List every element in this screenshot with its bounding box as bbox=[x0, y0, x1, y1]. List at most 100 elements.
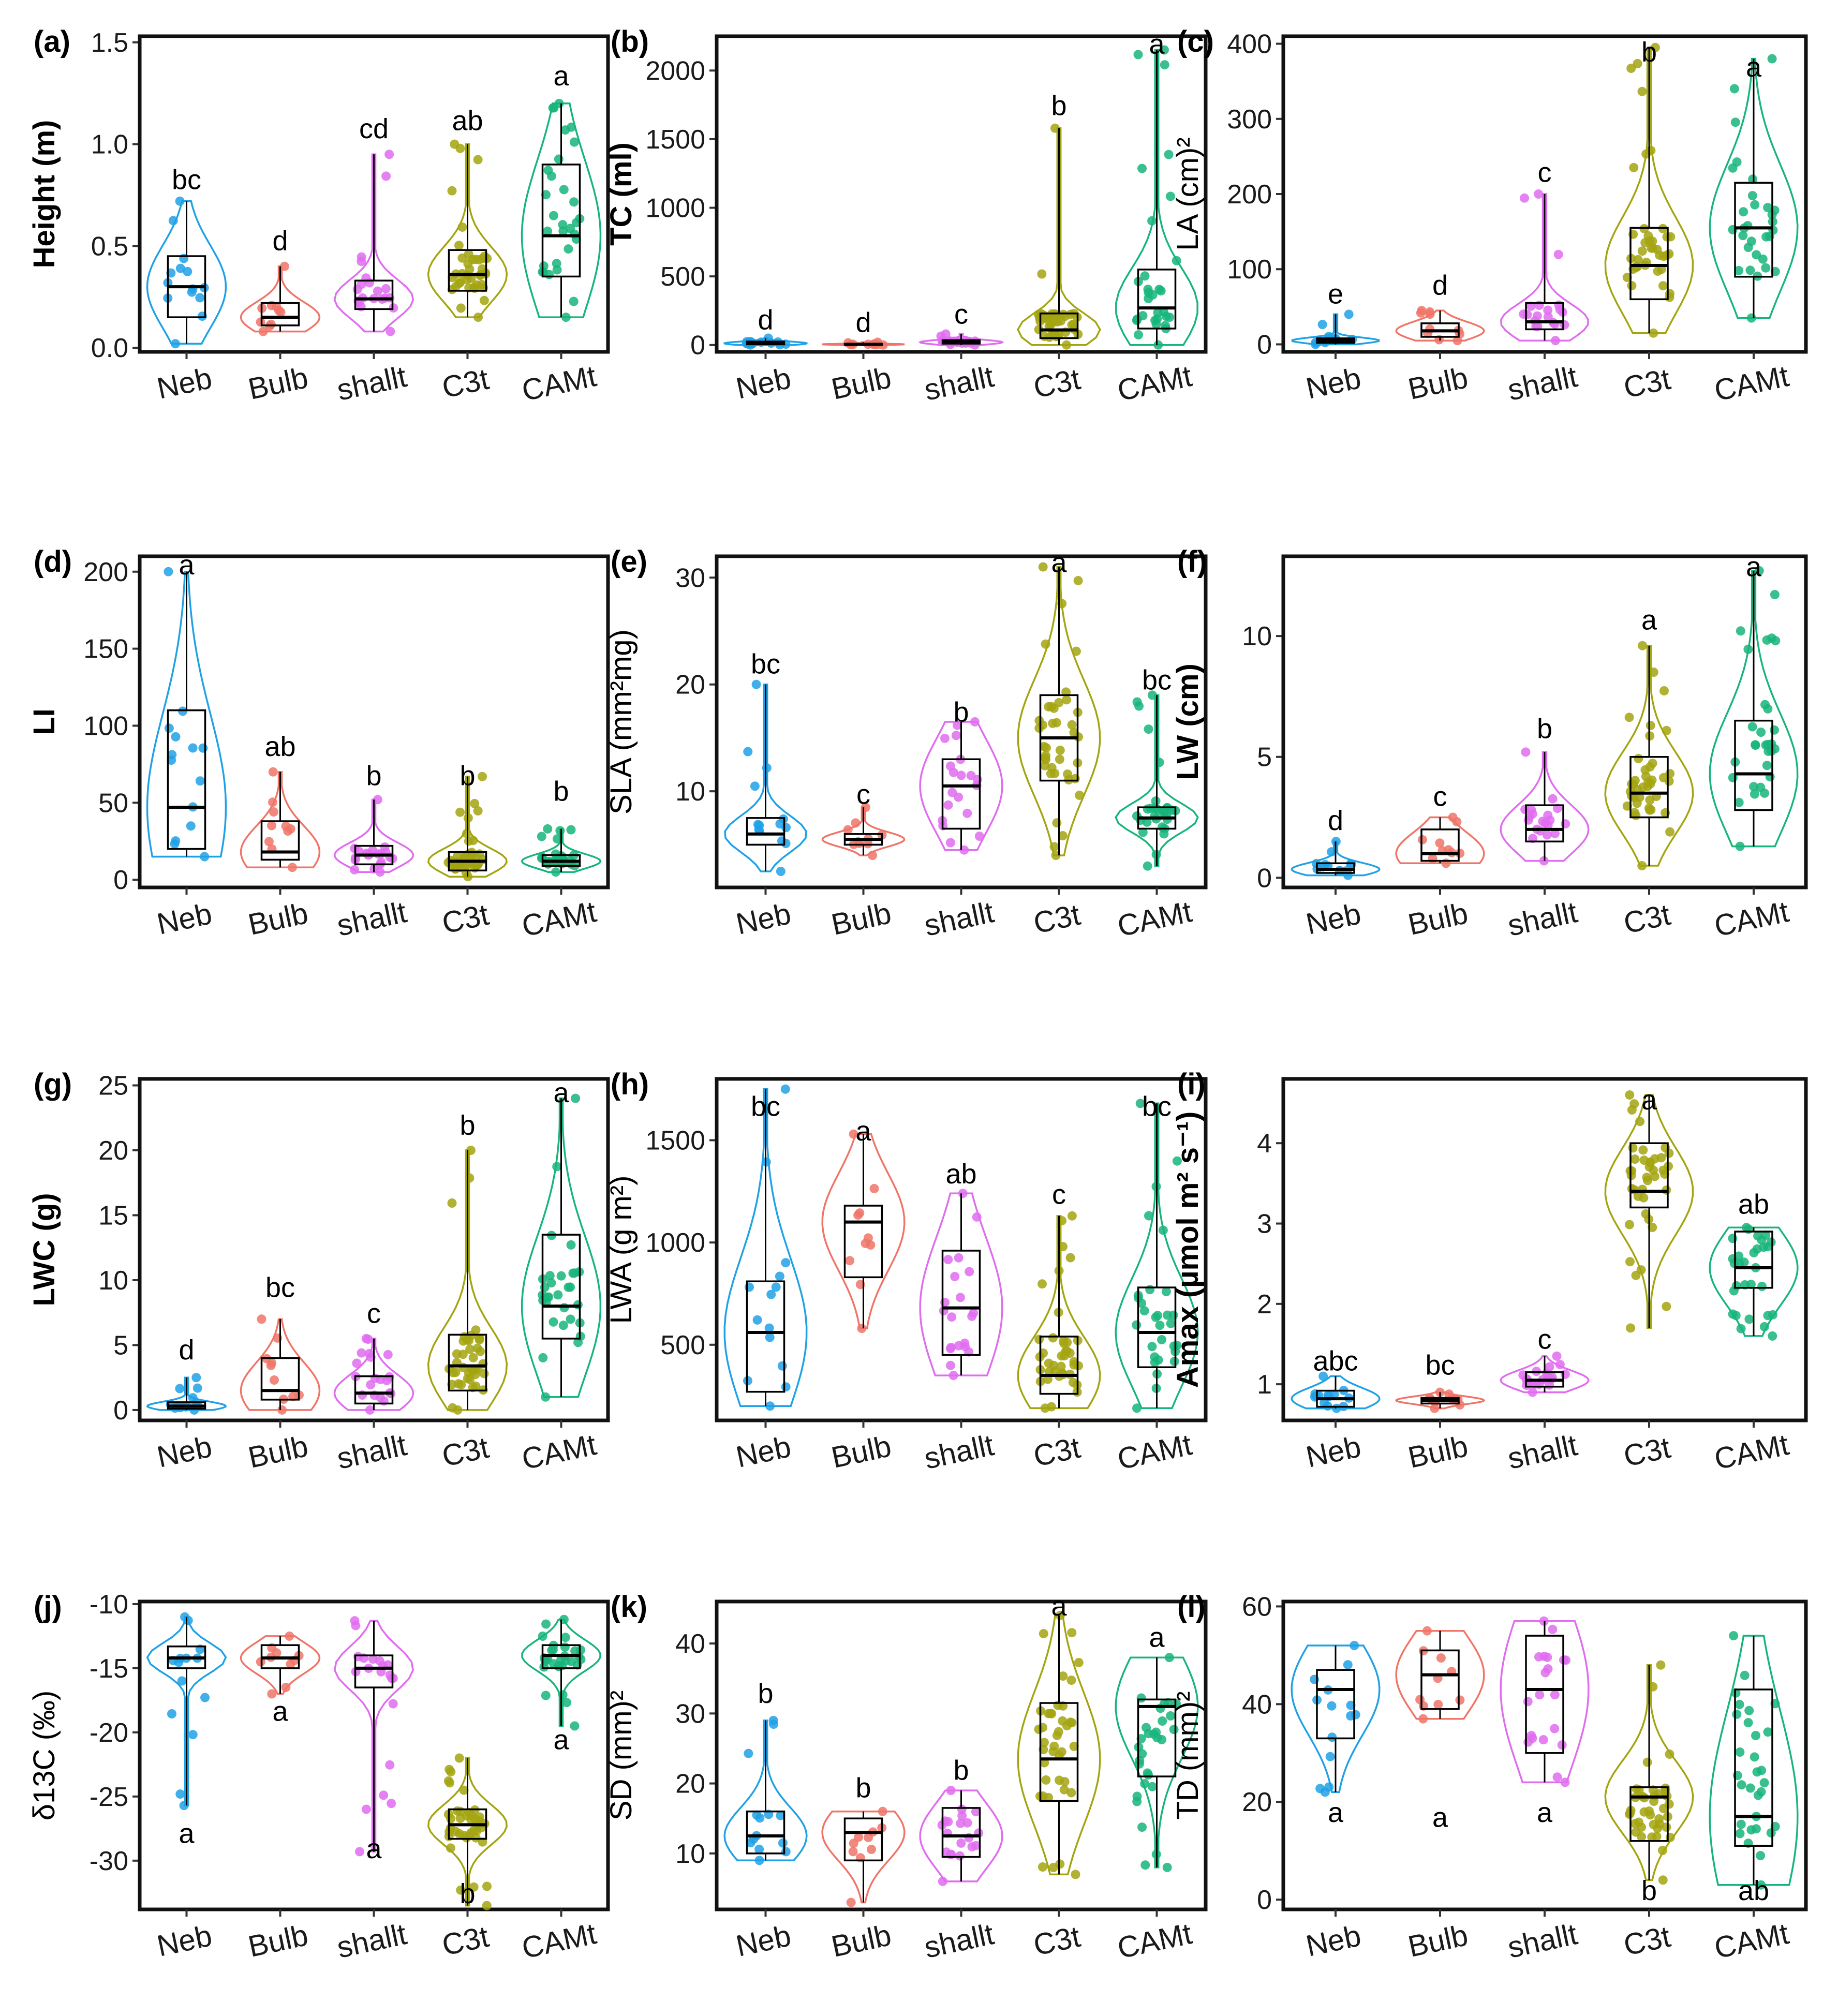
data-point bbox=[1164, 1653, 1174, 1663]
y-tick-label: 20 bbox=[675, 1769, 705, 1799]
data-point bbox=[379, 1790, 389, 1800]
data-point bbox=[1041, 1775, 1051, 1785]
data-point bbox=[1548, 794, 1558, 804]
significance-letter: b bbox=[1641, 1875, 1657, 1906]
significance-letter: b bbox=[1537, 714, 1552, 745]
x-tick-label: CAMt bbox=[1711, 1917, 1791, 1965]
y-tick-label: 0.5 bbox=[91, 231, 128, 261]
data-point bbox=[1134, 330, 1143, 340]
data-point bbox=[549, 1317, 558, 1327]
data-point bbox=[285, 1631, 294, 1641]
data-point bbox=[268, 797, 277, 807]
data-point bbox=[1736, 1324, 1746, 1333]
data-point bbox=[1622, 273, 1632, 283]
data-point bbox=[1626, 1323, 1636, 1333]
data-point bbox=[479, 295, 489, 305]
data-point bbox=[350, 865, 359, 874]
data-point bbox=[848, 1847, 858, 1857]
data-point bbox=[195, 776, 205, 786]
data-point bbox=[266, 1360, 276, 1370]
data-point bbox=[175, 263, 185, 273]
data-point bbox=[1052, 818, 1062, 828]
data-point bbox=[1162, 1862, 1172, 1872]
group-C3t: a bbox=[1017, 547, 1101, 861]
data-point bbox=[473, 313, 483, 322]
data-point bbox=[561, 313, 571, 322]
data-point bbox=[554, 154, 564, 164]
data-point bbox=[1639, 1807, 1649, 1817]
y-tick-label: 30 bbox=[675, 1699, 705, 1729]
y-axis-label: LA (cm)² bbox=[1171, 137, 1205, 250]
data-point bbox=[475, 1335, 484, 1345]
data-point bbox=[1763, 1727, 1773, 1737]
data-point bbox=[1034, 1725, 1044, 1734]
y-tick-label: 100 bbox=[83, 711, 128, 741]
data-point bbox=[1638, 641, 1648, 650]
box bbox=[1039, 1336, 1079, 1395]
data-point bbox=[1134, 701, 1144, 711]
data-point bbox=[781, 1847, 791, 1857]
group-shallt: c bbox=[918, 299, 1004, 350]
data-point bbox=[954, 1253, 964, 1263]
group-CAMt: a bbox=[1115, 1622, 1199, 1872]
data-point bbox=[1752, 250, 1761, 260]
group-CAMt: bc bbox=[1115, 1091, 1199, 1413]
data-point bbox=[940, 733, 950, 743]
data-point bbox=[1049, 842, 1059, 852]
data-point bbox=[1046, 1402, 1056, 1412]
violin-CAMt bbox=[1709, 1226, 1799, 1337]
box bbox=[1734, 719, 1773, 811]
data-point bbox=[1542, 830, 1552, 840]
data-point bbox=[552, 1162, 562, 1172]
box bbox=[260, 1357, 300, 1401]
x-tick-label: shallt bbox=[921, 1428, 997, 1476]
data-point bbox=[1146, 804, 1155, 813]
x-tick-label: shallt bbox=[1505, 895, 1580, 943]
box bbox=[941, 1807, 981, 1858]
data-point bbox=[1132, 314, 1142, 324]
data-point bbox=[1555, 1360, 1565, 1370]
data-point bbox=[1343, 1660, 1353, 1670]
data-point bbox=[1730, 117, 1740, 127]
data-point bbox=[1315, 1784, 1325, 1793]
box bbox=[354, 279, 394, 310]
x-tick-label: Bulb bbox=[1405, 896, 1471, 942]
data-point bbox=[1046, 1709, 1056, 1718]
data-point bbox=[465, 264, 475, 274]
data-point bbox=[200, 1693, 210, 1702]
data-point bbox=[365, 278, 374, 288]
data-point bbox=[1650, 42, 1660, 52]
data-point bbox=[1069, 1741, 1079, 1751]
data-point bbox=[1145, 1285, 1155, 1295]
data-point bbox=[454, 278, 464, 288]
data-point bbox=[446, 1843, 455, 1853]
data-point bbox=[258, 327, 268, 336]
data-point bbox=[1140, 1860, 1150, 1870]
y-tick-label: 50 bbox=[98, 788, 128, 818]
x-tick-label: Neb bbox=[154, 361, 215, 406]
box bbox=[1629, 1786, 1669, 1842]
x-tick-label: C3t bbox=[1621, 362, 1673, 405]
data-point bbox=[943, 1255, 953, 1265]
data-point bbox=[555, 826, 565, 836]
data-point bbox=[948, 1371, 958, 1381]
data-point bbox=[1417, 835, 1427, 844]
x-tick-label: shallt bbox=[921, 1917, 997, 1965]
data-point bbox=[198, 743, 208, 753]
significance-letter: d bbox=[272, 226, 288, 257]
significance-letter: b bbox=[953, 696, 969, 728]
data-point bbox=[1766, 1237, 1776, 1247]
significance-letter: ab bbox=[452, 105, 483, 136]
data-point bbox=[1767, 54, 1777, 64]
data-point bbox=[1735, 1699, 1744, 1709]
data-point bbox=[1350, 1641, 1359, 1650]
y-tick-label: 300 bbox=[1227, 105, 1272, 135]
box bbox=[1039, 1702, 1079, 1802]
data-point bbox=[357, 1348, 366, 1358]
data-point bbox=[776, 1811, 785, 1820]
x-tick-label: CAMt bbox=[519, 1428, 599, 1476]
violin-CAMt bbox=[1115, 49, 1198, 346]
panel-e: (e) SLA (mm²mg) 10 20 30 bc Neb c Bulb b shallt a C3… bbox=[604, 545, 1208, 943]
data-point bbox=[476, 1346, 485, 1356]
data-point bbox=[945, 838, 955, 848]
